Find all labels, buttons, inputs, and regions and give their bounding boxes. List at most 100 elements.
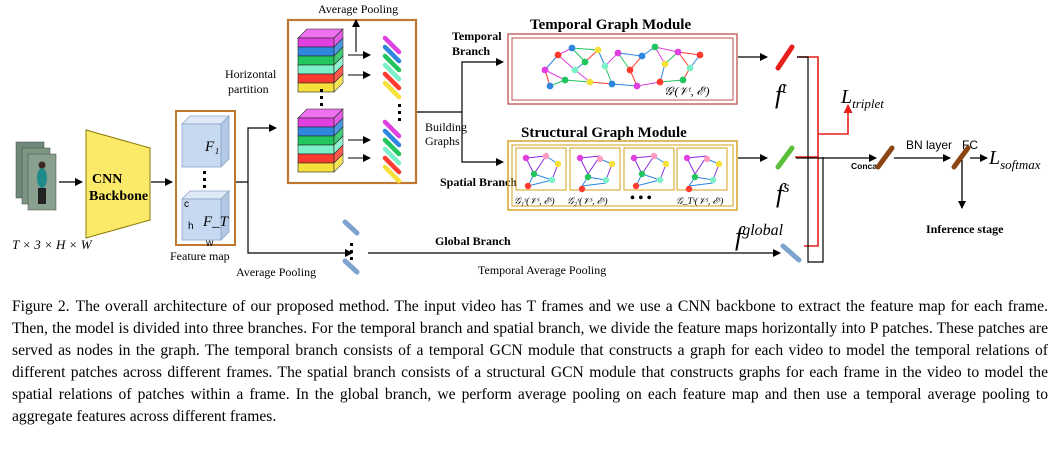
spatial-graph-edge xyxy=(688,182,714,187)
stack-slice xyxy=(297,126,335,137)
temporal-graph-node xyxy=(541,66,549,74)
temporal-graph-edge xyxy=(571,47,599,51)
pooled-patch-bar xyxy=(382,146,402,166)
fc-label: FC xyxy=(962,138,978,152)
stack-slice xyxy=(297,37,335,48)
temporal-graph-node xyxy=(626,66,634,74)
spatial-graph-node xyxy=(630,154,638,162)
structural-module-box-outer xyxy=(507,140,738,211)
temporal-branch-line2: Branch xyxy=(452,44,490,58)
stack-slice xyxy=(297,73,335,84)
spatial-graph-label-1: 𝒢₁ˢ(𝒱ˢ, ℰˢ) xyxy=(514,196,555,207)
global-branch-label: Global Branch xyxy=(435,234,511,248)
spatial-graph-node xyxy=(691,173,699,181)
pooled-patch-bar xyxy=(382,53,402,73)
spatial-graph-node xyxy=(703,155,711,163)
f1-label: F₁ xyxy=(204,139,219,155)
stack-slice xyxy=(297,64,335,75)
temporal-graph-node xyxy=(696,51,704,59)
pooled-patch-bar xyxy=(382,155,402,175)
temporal-graph-node xyxy=(546,82,554,90)
pooled-patch-bar xyxy=(382,128,402,148)
spatial-graph-node xyxy=(576,154,584,162)
spatial-graph-node xyxy=(632,182,640,190)
temporal-graph-node xyxy=(686,64,694,72)
spatial-graph-edge xyxy=(579,155,601,159)
spatial-graphs xyxy=(515,147,728,193)
width-w-label: w xyxy=(205,238,214,249)
pooled-patch-bar xyxy=(382,80,402,100)
temporal-module-box-outer xyxy=(507,33,738,105)
average-pooling-top-label: Average Pooling xyxy=(318,2,398,16)
temporal-graph-edge xyxy=(544,69,566,81)
pooled-patch-bar xyxy=(382,35,402,55)
spatial-frame-box xyxy=(676,147,728,191)
spatial-graph-edge xyxy=(581,182,607,187)
temporal-graph-node xyxy=(581,58,589,66)
spatial-graph-edge xyxy=(686,155,708,159)
feature-map-box xyxy=(175,110,236,246)
pooled-patch-bar xyxy=(382,71,402,91)
ft-symbol: ft xyxy=(775,80,787,109)
arrow-to-partition xyxy=(236,124,277,183)
architecture-diagram: T × 3 × H × W CNN Backbone F₁ F_T c h w … xyxy=(12,2,1041,279)
temporal-graph-node xyxy=(571,66,579,74)
fs-symbol: fs xyxy=(776,179,789,208)
feature-cube-top xyxy=(181,115,230,168)
horizontal-partition-line2: partition xyxy=(228,82,269,96)
spatial-graph-ellipsis: • • • xyxy=(630,191,652,206)
temporal-graph-edge xyxy=(636,81,661,87)
temporal-graph-node xyxy=(679,76,687,84)
arrow-to-global-pool xyxy=(247,182,353,257)
pooled-patch-bar xyxy=(382,62,402,82)
spatial-graph-edge xyxy=(533,155,547,175)
structural-module-title: Structural Graph Module xyxy=(521,125,687,141)
spatial-graph-node xyxy=(608,160,616,168)
temporal-graph-node xyxy=(656,78,664,86)
pooled-patch-bars-top xyxy=(382,35,402,100)
bars-vertical-ellipsis xyxy=(398,104,401,121)
temporal-graph-edge xyxy=(557,54,576,71)
stack-slice xyxy=(297,46,335,57)
concat-lines xyxy=(796,56,877,263)
temporal-graph xyxy=(541,43,704,90)
partitioned-feature-stack-bottom xyxy=(297,108,344,173)
temporal-graph-node xyxy=(674,48,682,56)
arrow-to-spatial xyxy=(461,112,504,166)
temporal-graph-label: 𝒢ᵗ(𝒱ᵗ, ℰᵗ) xyxy=(664,84,709,98)
building-graphs-line2: Graphs xyxy=(425,134,460,148)
concat-label: Concat xyxy=(851,161,880,171)
average-pooling-bottom-label: Average Pooling xyxy=(236,265,316,279)
spatial-graph-node xyxy=(524,182,532,190)
height-h-label: h xyxy=(188,221,194,232)
spatial-graph-node xyxy=(650,152,658,160)
building-graphs-line1: Building xyxy=(425,120,467,134)
temporal-graph-node xyxy=(594,46,602,54)
spatial-graph-node xyxy=(683,154,691,162)
stack-slice xyxy=(297,144,335,155)
temporal-branch-line1: Temporal xyxy=(452,29,502,43)
cnn-backbone-line1: CNN xyxy=(92,172,122,187)
global-pooled-features xyxy=(342,219,360,275)
spatial-graph-node xyxy=(596,155,604,163)
spatial-graph-node xyxy=(542,152,550,160)
temporal-graph-node xyxy=(568,44,576,52)
spatial-graph-edge xyxy=(641,155,655,175)
temporal-graph-node xyxy=(561,76,569,84)
temporal-graph-edge xyxy=(617,52,643,57)
spatial-branch-label: Spatial Branch xyxy=(440,175,517,189)
stack-slice xyxy=(297,55,335,66)
temporal-module-title: Temporal Graph Module xyxy=(530,17,691,33)
spatial-graph-node xyxy=(584,173,592,181)
spatial-graph-node xyxy=(638,170,646,178)
spatial-graph-node xyxy=(530,170,538,178)
cnn-backbone-shape xyxy=(85,129,151,239)
bn-layer-feature xyxy=(875,145,895,170)
spatial-graph-node xyxy=(715,160,723,168)
temporal-graph-node xyxy=(608,80,616,88)
temporal-graph-node xyxy=(554,51,562,59)
temporal-graph-node xyxy=(661,60,669,68)
feature-cube-bottom xyxy=(181,190,230,241)
temporal-graph-edge xyxy=(617,52,631,71)
bn-layer-label: BN layer xyxy=(906,138,952,152)
